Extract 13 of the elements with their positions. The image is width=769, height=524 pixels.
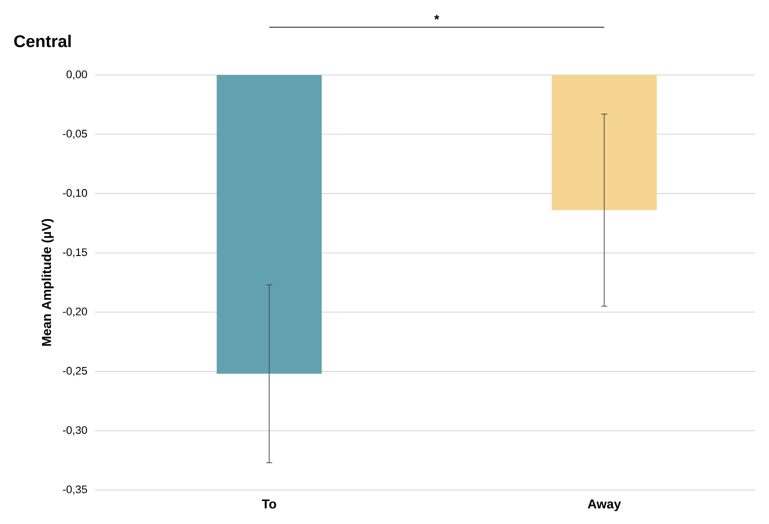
x-tick-label: To [262, 500, 276, 509]
y-tick-label: -0,30 [62, 426, 88, 436]
x-tick-label: Away [588, 500, 621, 512]
y-tick-label: -0,20 [62, 308, 88, 317]
y-tick-label: -0,25 [62, 366, 88, 376]
y-tick-label: -0,15 [62, 248, 88, 258]
y-tick-label: -0,05 [62, 130, 88, 139]
y-tick-label: -0,35 [62, 485, 88, 495]
chart-title: Central [14, 34, 71, 48]
y-axis-title: Mean Amplitude (µV) [42, 218, 54, 346]
text: * [434, 14, 440, 20]
y-tick-label: -0,10 [62, 189, 88, 198]
y-tick-label: 0,00 [66, 70, 88, 80]
